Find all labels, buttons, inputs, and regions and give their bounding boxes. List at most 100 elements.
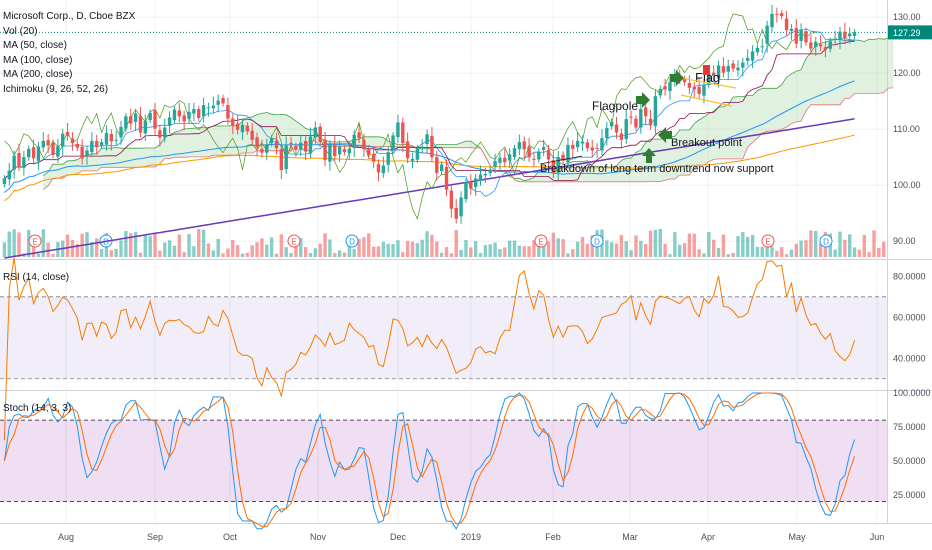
candle-body	[833, 38, 837, 40]
stoch-tick-label: 75.0000	[893, 422, 926, 432]
volume-bar	[410, 241, 415, 257]
legend-ma100[interactable]: MA (100, close)	[3, 54, 73, 66]
candle-body	[634, 118, 638, 128]
candle-body	[133, 113, 138, 122]
candle-body	[65, 132, 70, 136]
rsi-label[interactable]: RSI (14, close)	[3, 272, 70, 283]
candle-body	[221, 98, 225, 104]
volume-bar	[337, 250, 342, 257]
event-marker-e	[28, 234, 42, 248]
volume-bar	[707, 232, 711, 257]
candle-body	[401, 122, 405, 144]
time-tick-label: Oct	[223, 532, 238, 542]
volume-bar	[65, 234, 70, 257]
volume-bar	[299, 238, 303, 257]
volume-bar	[605, 240, 609, 257]
cloud-area	[43, 38, 894, 190]
candle-body	[313, 127, 318, 138]
time-tick-label: 2019	[461, 532, 481, 542]
volume-bar	[745, 236, 750, 257]
candle-body	[245, 125, 250, 132]
volume-bar	[648, 230, 653, 257]
volume-bar	[430, 234, 434, 257]
candle-body	[143, 120, 148, 134]
legend-ichimoku[interactable]: Ichimoku (9, 26, 52, 26)	[3, 83, 109, 95]
volume-bar	[216, 238, 220, 257]
volume-bar	[17, 232, 21, 257]
time-tick-label: Nov	[310, 532, 327, 542]
volume-bar	[75, 243, 79, 257]
candle-body	[284, 145, 288, 170]
candle-body	[148, 112, 152, 120]
annotation-flagpole: Flagpole	[592, 99, 638, 113]
volume-bar	[260, 238, 264, 257]
candle-body	[381, 165, 386, 174]
legend-ma200[interactable]: MA (200, close)	[3, 69, 73, 81]
event-marker-label: E	[538, 238, 543, 247]
volume-bar	[556, 238, 560, 257]
volume-bar	[148, 235, 152, 257]
price-tick-label: 90.00	[893, 236, 916, 246]
volume-bar	[634, 235, 638, 257]
candle-body	[838, 31, 842, 41]
flag-arrow	[670, 70, 684, 86]
candle-body	[240, 124, 245, 133]
volume-bar	[624, 241, 628, 257]
volume-bar	[473, 241, 478, 257]
volume-bar	[415, 243, 420, 257]
volume-bar	[231, 240, 235, 257]
volume-bar	[308, 253, 313, 257]
volume-bar	[804, 240, 808, 257]
volume-bar	[435, 241, 439, 257]
volume-bar	[580, 236, 585, 257]
volume-bar	[643, 243, 648, 257]
candle-body	[192, 109, 196, 114]
candle-body	[12, 155, 16, 170]
legend-volume[interactable]: Vol (20)	[3, 25, 38, 37]
volume-bar	[799, 240, 803, 257]
candle-body	[692, 86, 696, 90]
candle-body	[697, 86, 701, 94]
candle-body	[750, 51, 755, 61]
candle-body	[517, 142, 522, 150]
candle-body	[605, 128, 609, 139]
volume-bar	[381, 241, 386, 257]
volume-bar	[789, 249, 794, 257]
volume-bar	[303, 247, 308, 257]
volume-bar	[235, 245, 240, 257]
candle-body	[294, 146, 298, 150]
candle-body	[318, 126, 322, 143]
candle-body	[702, 84, 706, 96]
volume-bar	[294, 243, 298, 257]
volume-bar	[760, 246, 764, 257]
candle-body	[843, 31, 847, 38]
volume-bar	[163, 242, 167, 257]
candle-body	[405, 141, 410, 159]
volume-bar	[507, 240, 512, 257]
candle-body	[663, 86, 667, 90]
annotation-breakdown: Breakdown of long term downtrend now sup…	[540, 163, 774, 175]
volume-bar	[848, 234, 852, 257]
candle-body	[818, 44, 823, 47]
candle-body	[784, 18, 789, 31]
candle-body	[726, 65, 730, 72]
volume-bar	[711, 239, 716, 257]
legend-ma50[interactable]: MA (50, close)	[3, 40, 67, 52]
volume-bar	[352, 249, 356, 257]
volume-bar	[741, 232, 745, 257]
candle-body	[454, 207, 458, 219]
stoch-label[interactable]: Stoch (14, 3, 3)	[3, 403, 72, 414]
candle-body	[109, 133, 114, 142]
flagpole-arrow	[636, 92, 650, 108]
volume-bar	[809, 230, 813, 257]
volume-bar	[371, 246, 376, 257]
candle-body	[780, 13, 784, 17]
candle-body	[575, 140, 580, 148]
candle-body	[770, 13, 774, 28]
candle-body	[464, 181, 468, 200]
candle-body	[765, 25, 769, 44]
candle-body	[653, 96, 658, 127]
legend-symbol[interactable]: Microsoft Corp., D, Cboe BZX	[3, 11, 136, 22]
candle-body	[27, 148, 31, 158]
